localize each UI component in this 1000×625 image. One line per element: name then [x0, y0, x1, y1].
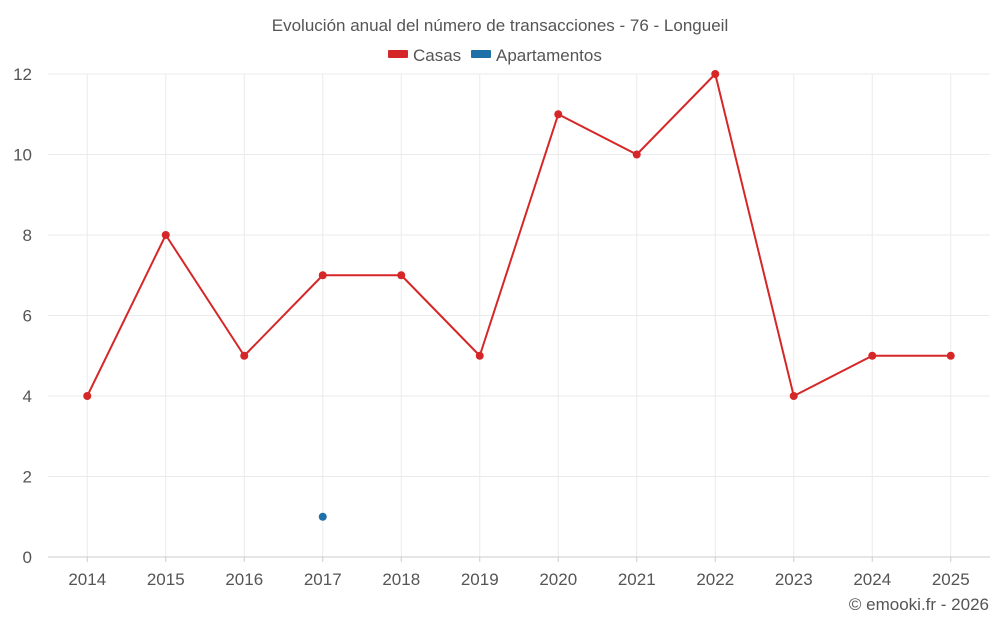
data-point-casas-2015[interactable]: [161, 231, 170, 239]
data-point-casas-2020[interactable]: [554, 110, 563, 119]
data-point-casas-2024[interactable]: [868, 351, 877, 360]
chart-title: Evolución anual del número de transaccio…: [272, 16, 728, 35]
credit-text: © emooki.fr - 2026: [849, 595, 989, 614]
x-tick-label: 2020: [539, 570, 577, 589]
y-tick-label: 6: [23, 307, 32, 326]
x-tick-label: 2022: [696, 570, 734, 589]
y-tick-label: 8: [23, 226, 32, 245]
gridlines: [48, 73, 990, 557]
data-point-casas-2025[interactable]: [946, 351, 955, 360]
legend[interactable]: Casas Apartamentos: [388, 46, 602, 65]
y-tick-label: 10: [13, 146, 32, 165]
data-point-casas-2014[interactable]: [83, 392, 92, 400]
x-tick-label: 2014: [68, 570, 106, 589]
y-tick-label: 12: [13, 65, 32, 84]
x-tick-label: 2021: [618, 570, 656, 589]
series-line-casas: [86, 73, 951, 397]
x-tick-label: 2019: [461, 570, 499, 589]
y-tick-label: 4: [23, 387, 32, 406]
data-point-casas-2019[interactable]: [475, 351, 484, 360]
data-point-casas-2021[interactable]: [632, 150, 641, 159]
x-tick-label: 2016: [225, 570, 263, 589]
legend-swatch-apartamentos: [471, 50, 491, 58]
data-point-casas-2022[interactable]: [711, 70, 720, 78]
legend-label-casas: Casas: [413, 46, 461, 65]
legend-item-casas[interactable]: Casas: [388, 46, 461, 65]
x-tick-label: 2023: [775, 570, 813, 589]
x-tick-label: 2017: [304, 570, 342, 589]
legend-item-apartamentos[interactable]: Apartamentos: [471, 46, 602, 65]
y-tick-label: 2: [23, 468, 32, 487]
data-point-casas-2016[interactable]: [240, 351, 249, 360]
x-tick-label: 2024: [853, 570, 891, 589]
x-tick-label: 2015: [147, 570, 185, 589]
x-tick-label: 2025: [932, 570, 970, 589]
x-tick-label: 2018: [382, 570, 420, 589]
y-tick-label: 0: [23, 548, 32, 567]
axes: 0 2 4 6 8 10 12 2014 2015 2016 2017 2018 2019 2020 202…: [13, 65, 990, 589]
legend-swatch-casas: [388, 50, 408, 58]
legend-label-apartamentos: Apartamentos: [496, 46, 602, 65]
data-point-casas-2018[interactable]: [397, 271, 406, 280]
data-point-apartamentos-2017[interactable]: [318, 512, 327, 521]
data-point-casas-2023[interactable]: [789, 392, 798, 400]
series: [83, 70, 955, 521]
data-point-casas-2017[interactable]: [318, 271, 327, 280]
